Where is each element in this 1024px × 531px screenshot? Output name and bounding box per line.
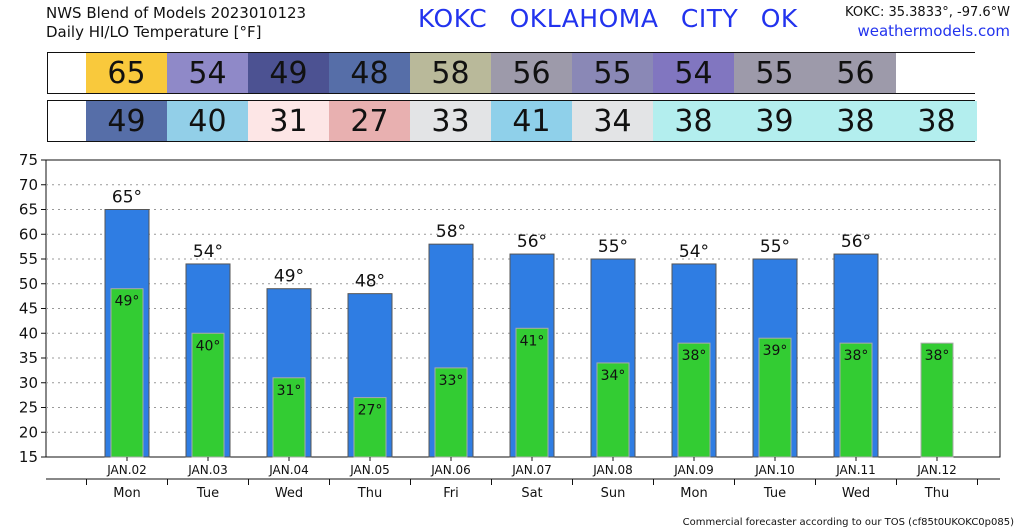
y-tick-label: 20 xyxy=(19,423,38,441)
lo-temp-cell: 34 xyxy=(572,101,653,141)
hi-label: 54° xyxy=(679,242,709,262)
lo-temp-cell: 39 xyxy=(734,101,815,141)
lo-bar xyxy=(110,288,144,458)
x-date-label: JAN.12 xyxy=(916,463,957,477)
lo-temp-cell: 38 xyxy=(896,101,977,141)
y-tick-label: 70 xyxy=(19,176,38,194)
y-tick-label: 30 xyxy=(19,374,38,392)
lo-label: 38° xyxy=(844,348,869,364)
y-tick-label: 35 xyxy=(19,349,38,367)
x-date-label: JAN.05 xyxy=(349,463,390,477)
y-tick-label: 50 xyxy=(19,275,38,293)
x-weekday-label: Sun xyxy=(601,486,626,501)
title-line-1: NWS Blend of Models 2023010123 xyxy=(46,4,307,22)
lo-label: 27° xyxy=(358,403,383,419)
lo-bar xyxy=(677,342,711,458)
lo-label: 38° xyxy=(925,348,950,364)
hi-label: 48° xyxy=(355,272,385,292)
hi-label: 58° xyxy=(436,222,466,242)
lo-bar xyxy=(758,337,792,458)
hi-temp-cell: 55 xyxy=(572,53,653,93)
lo-label: 34° xyxy=(601,368,626,384)
lo-label: 41° xyxy=(520,333,545,349)
y-tick-label: 75 xyxy=(19,151,38,169)
lo-temp-cell: 49 xyxy=(86,101,167,141)
lo-temp-cell: 38 xyxy=(653,101,734,141)
lo-label: 49° xyxy=(115,294,140,310)
x-weekday-label: Wed xyxy=(842,486,870,501)
hi-temp-cell xyxy=(896,53,977,93)
x-date-label: JAN.10 xyxy=(754,463,795,477)
lo-label: 31° xyxy=(277,383,302,399)
x-weekday-label: Wed xyxy=(275,486,303,501)
y-tick-label: 55 xyxy=(19,250,38,268)
hi-temp-cell: 56 xyxy=(491,53,572,93)
x-date-label: JAN.03 xyxy=(187,463,228,477)
hi-temp-cell: 54 xyxy=(653,53,734,93)
station-title: KOKC OKLAHOMA CITY OK xyxy=(418,4,798,33)
lo-bar xyxy=(434,367,468,458)
y-tick-label: 25 xyxy=(19,399,38,417)
y-tick-label: 60 xyxy=(19,225,38,243)
lo-temp-cell: 27 xyxy=(329,101,410,141)
header-title: NWS Blend of Models 2023010123 Daily HI/… xyxy=(46,4,306,42)
hi-label: 49° xyxy=(274,267,304,287)
x-date-label: JAN.09 xyxy=(673,463,714,477)
hi-temp-cell: 55 xyxy=(734,53,815,93)
hi-temp-cell: 56 xyxy=(815,53,896,93)
lo-temp-cell: 38 xyxy=(815,101,896,141)
y-tick-label: 40 xyxy=(19,324,38,342)
y-tick-label: 45 xyxy=(19,300,38,318)
x-weekday-label: Tue xyxy=(196,486,219,501)
hi-temp-cell: 49 xyxy=(248,53,329,93)
lo-bar xyxy=(596,362,630,458)
lo-bar xyxy=(515,327,549,458)
x-weekday-label: Thu xyxy=(924,486,949,501)
temperature-bar-chart: 15 20 25 30 35 40 45 50 55 60 65 70 75 65° 49° JAN.02 Mo… xyxy=(19,151,1001,501)
x-weekday-label: Sat xyxy=(521,486,542,501)
header-info: KOKC: 35.3833°, -97.6°W weathermodels.co… xyxy=(845,4,1010,40)
y-tick-label: 65 xyxy=(19,201,38,219)
hi-temp-cell: 58 xyxy=(410,53,491,93)
hi-temp-cell: 65 xyxy=(86,53,167,93)
site-link[interactable]: weathermodels.com xyxy=(857,22,1010,40)
lo-temperature-strip: 49 40 31 27 33 41 34 38 39 38 38 xyxy=(47,100,977,142)
lo-label: 39° xyxy=(763,343,788,359)
x-date-label: JAN.06 xyxy=(430,463,471,477)
x-date-label: JAN.08 xyxy=(592,463,633,477)
footer-note: Commercial forecaster according to our T… xyxy=(682,517,1014,528)
hi-label: 54° xyxy=(193,242,223,262)
hi-label: 56° xyxy=(517,232,547,252)
x-weekday-label: Mon xyxy=(680,486,707,501)
lo-temp-cell: 33 xyxy=(410,101,491,141)
x-date-label: JAN.04 xyxy=(268,463,309,477)
hi-label: 55° xyxy=(760,237,790,257)
hi-label: 56° xyxy=(841,232,871,252)
hi-label: 55° xyxy=(598,237,628,257)
y-tick-label: 15 xyxy=(19,448,38,466)
lo-bar xyxy=(353,397,387,458)
lo-bar xyxy=(191,332,225,458)
station-coords: KOKC: 35.3833°, -97.6°W xyxy=(845,5,1010,20)
hi-temp-cell: 54 xyxy=(167,53,248,93)
x-weekday-label: Mon xyxy=(113,486,140,501)
lo-label: 38° xyxy=(682,348,707,364)
hi-temperature-strip: 65 54 49 48 58 56 55 54 55 56 xyxy=(47,52,977,94)
x-date-label: JAN.07 xyxy=(511,463,552,477)
lo-temp-cell: 41 xyxy=(491,101,572,141)
title-line-2: Daily HI/LO Temperature [°F] xyxy=(46,23,262,41)
x-date-label: JAN.02 xyxy=(106,463,147,477)
x-date-label: JAN.11 xyxy=(835,463,876,477)
hi-temp-cell: 48 xyxy=(329,53,410,93)
lo-label: 33° xyxy=(439,373,464,389)
lo-temp-cell: 40 xyxy=(167,101,248,141)
lo-label: 40° xyxy=(196,338,221,354)
x-weekday-label: Tue xyxy=(763,486,786,501)
lo-temp-cell: 31 xyxy=(248,101,329,141)
x-weekday-label: Thu xyxy=(357,486,382,501)
x-weekday-label: Fri xyxy=(443,486,459,501)
hi-label: 65° xyxy=(112,188,142,208)
lo-bar xyxy=(839,342,873,458)
